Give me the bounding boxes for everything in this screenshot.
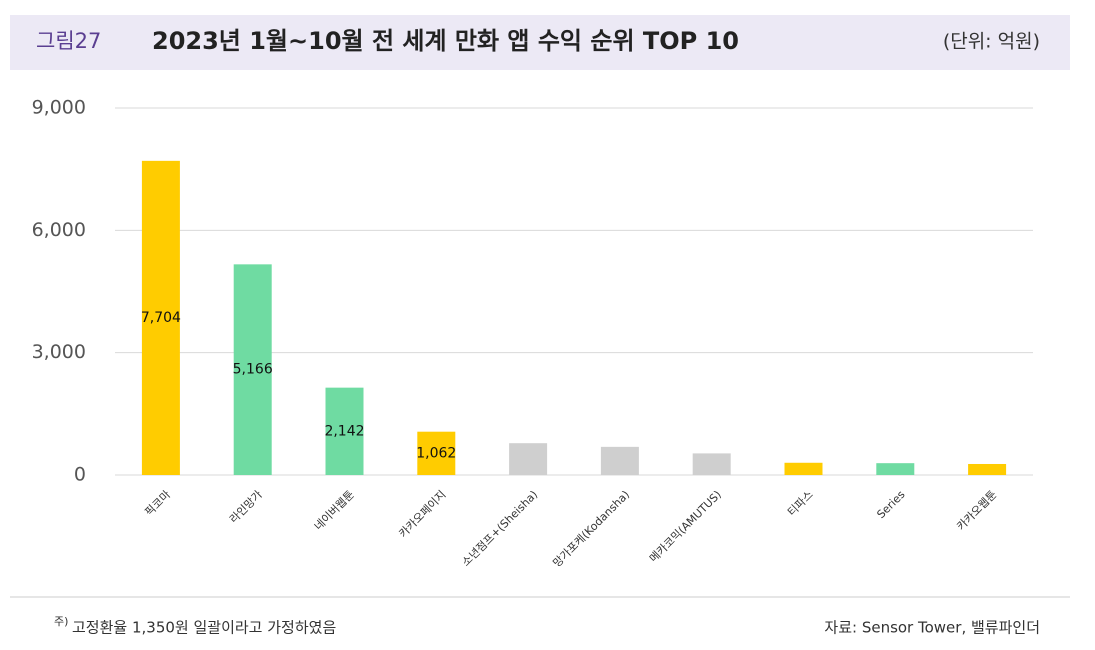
y-tick-label: 9,000 bbox=[32, 97, 86, 119]
y-tick-label: 6,000 bbox=[32, 219, 86, 241]
x-tick-label: Series bbox=[874, 488, 907, 521]
value-label: 7,704 bbox=[141, 310, 181, 326]
x-tick-label: 픽코마 bbox=[142, 488, 173, 519]
x-tick-label: 티파스 bbox=[785, 488, 816, 519]
bar bbox=[417, 431, 456, 475]
figure-label: 그림27 bbox=[36, 29, 101, 53]
note-marker: 주) bbox=[54, 615, 68, 628]
note: 고정환율 1,350원 일괄이라고 가정하였음 bbox=[72, 619, 336, 637]
x-tick-label: 망가포케(Kodansha) bbox=[550, 488, 632, 570]
value-label: 2,142 bbox=[324, 423, 364, 439]
x-tick-label: 라인망가 bbox=[227, 488, 265, 526]
x-tick-label: 카카오페이지 bbox=[396, 488, 448, 540]
x-tick-label: 메카코믹(AMUTUS) bbox=[647, 488, 724, 565]
bar bbox=[325, 387, 364, 475]
y-tick-label: 0 bbox=[74, 464, 86, 486]
y-tick-label: 3,000 bbox=[32, 341, 86, 363]
bar bbox=[784, 462, 823, 475]
bar bbox=[509, 443, 548, 475]
bar bbox=[600, 446, 639, 475]
bar bbox=[141, 160, 180, 475]
bar bbox=[233, 264, 272, 475]
x-tick-label: 소년점프+(Sheisha) bbox=[459, 488, 540, 569]
chart-title: 2023년 1월~10월 전 세계 만화 앱 수익 순위 TOP 10 bbox=[152, 27, 739, 55]
unit-label: (단위: 억원) bbox=[943, 31, 1040, 53]
x-tick-label: 카카오웹툰 bbox=[954, 488, 999, 533]
value-label: 1,062 bbox=[416, 445, 456, 461]
bar bbox=[692, 453, 731, 475]
x-tick-label: 네이버웹툰 bbox=[312, 488, 357, 533]
plot-area: 0 3,000 6,000 9,000 7,704 픽코마 5,166 라인망가 2,142 네이… bbox=[32, 97, 1033, 570]
source: 자료: Sensor Tower, 밸류파인더 bbox=[824, 619, 1040, 637]
value-label: 5,166 bbox=[233, 362, 273, 378]
bar bbox=[876, 463, 915, 475]
bar bbox=[968, 463, 1007, 475]
header-band bbox=[10, 15, 1070, 70]
